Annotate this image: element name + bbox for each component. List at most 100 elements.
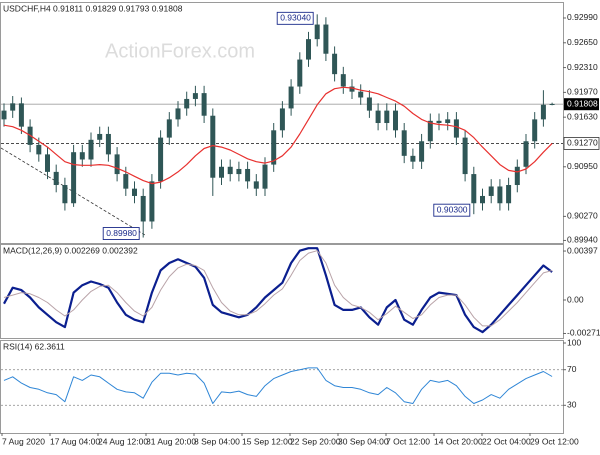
- macd-panel-frame: [0, 244, 564, 339]
- y-tick-label: 0.90950: [567, 161, 598, 171]
- candle-body: [132, 188, 137, 196]
- candle-body: [384, 110, 390, 124]
- candle-body: [445, 119, 451, 124]
- candle-body: [53, 171, 59, 186]
- annotation-box: [276, 11, 314, 25]
- candle-body: [262, 164, 268, 189]
- rsi-panel-frame: [0, 340, 564, 434]
- candle-body: [236, 168, 242, 175]
- candle-body: [488, 186, 494, 196]
- y-tick-label: 0.91630: [567, 111, 598, 121]
- last-price-label: 0.91808: [567, 98, 598, 108]
- y-tick-label: 0.92650: [567, 37, 598, 47]
- candle-body: [340, 74, 346, 87]
- candle-body: [297, 59, 303, 87]
- candle-body: [201, 93, 207, 116]
- x-tick-label: 29 Oct 12:00: [530, 436, 579, 446]
- candle-body: [123, 174, 129, 189]
- trend-line: [0, 147, 146, 236]
- candle-body: [97, 133, 103, 140]
- candle-body: [288, 86, 294, 109]
- annotation-label: 0.93040: [280, 13, 311, 23]
- indicator-line: [3, 86, 553, 185]
- candle-body: [71, 152, 77, 204]
- candle-body: [227, 166, 233, 175]
- candle-body: [79, 152, 85, 160]
- candle-body: [140, 195, 146, 222]
- candle-body: [540, 104, 546, 120]
- candle-body: [175, 108, 181, 120]
- candle-body: [166, 119, 172, 138]
- y-tick-label: 0.91970: [567, 87, 598, 97]
- y-tick-label: -0.002713: [567, 328, 600, 338]
- y-tick-label: 100: [567, 337, 581, 347]
- annotation-box: [433, 203, 471, 217]
- candle-body: [210, 115, 216, 178]
- x-tick-label: 17 Aug 04:00: [50, 436, 100, 446]
- price-panel-frame: [0, 2, 564, 244]
- candle-body: [349, 86, 355, 92]
- x-tick-label: 7 Oct 12:00: [386, 436, 430, 446]
- y-tick-label: 0.89940: [567, 235, 598, 245]
- candle-body: [410, 155, 416, 162]
- x-tick-label: 24 Aug 12:00: [98, 436, 148, 446]
- x-tick-label: 14 Oct 20:00: [434, 436, 483, 446]
- candle-body: [105, 133, 111, 155]
- candle-body: [219, 166, 224, 178]
- candle-body: [332, 53, 338, 75]
- candle-body: [375, 110, 381, 124]
- candle-body: [184, 98, 190, 109]
- y-tick-label: 0.00: [567, 294, 584, 304]
- candle-body: [323, 24, 329, 54]
- candle-body: [88, 139, 94, 160]
- candle-body: [427, 120, 433, 142]
- candle-body: [523, 141, 529, 167]
- last-price-box: [564, 98, 599, 111]
- candle-body: [480, 195, 485, 204]
- candle-body: [506, 185, 512, 204]
- candle-body: [453, 119, 459, 138]
- y-tick-label: 0.92310: [567, 62, 598, 72]
- candle-body: [532, 119, 538, 142]
- candle-body: [497, 186, 503, 204]
- indicator-line: [3, 367, 553, 404]
- candle-body: [279, 108, 285, 131]
- candle-body: [401, 130, 407, 156]
- annotation-label: 0.89980: [106, 228, 137, 238]
- x-tick-label: 15 Sep 12:00: [242, 436, 293, 446]
- candle-body: [10, 103, 16, 111]
- level-label-box: [563, 137, 600, 150]
- x-tick-label: 30 Sep 04:00: [338, 436, 389, 446]
- rsi-title: RSI(14) 62.3611: [3, 341, 65, 351]
- indicator-line: [3, 250, 553, 327]
- y-tick-label: 0.00397: [567, 245, 598, 255]
- candle-body: [549, 103, 555, 105]
- candle-body: [36, 144, 42, 155]
- indicator-line: [3, 247, 553, 334]
- x-tick-label: 7 Aug 2020: [2, 436, 45, 446]
- macd-title: MACD(12,26,9) 0.002269 0.002392: [3, 245, 138, 255]
- candle-body: [514, 166, 520, 186]
- candle-body: [436, 120, 442, 124]
- candle-body: [419, 141, 425, 162]
- candle-body: [393, 110, 398, 131]
- candle-body: [306, 39, 311, 60]
- y-tick-label: 70: [567, 364, 577, 374]
- candle-body: [314, 24, 320, 40]
- x-tick-label: 31 Aug 20:00: [146, 436, 196, 446]
- candle-body: [253, 181, 259, 189]
- x-tick-label: 8 Sep 04:00: [194, 436, 240, 446]
- price-title: USDCHF,H4 0.91811 0.91829 0.91793 0.9180…: [3, 3, 183, 13]
- y-tick-label: 0.92990: [567, 12, 598, 22]
- candle-body: [366, 97, 372, 111]
- candle-body: [1, 110, 7, 120]
- candle-body: [18, 103, 24, 127]
- candle-body: [149, 181, 155, 222]
- candle-body: [62, 185, 68, 204]
- candle-body: [158, 137, 164, 182]
- watermark: ActionForex.com: [105, 40, 255, 62]
- x-tick-label: 22 Sep 20:00: [290, 436, 341, 446]
- candle-body: [114, 154, 120, 175]
- level-label: 0.91270: [567, 138, 598, 148]
